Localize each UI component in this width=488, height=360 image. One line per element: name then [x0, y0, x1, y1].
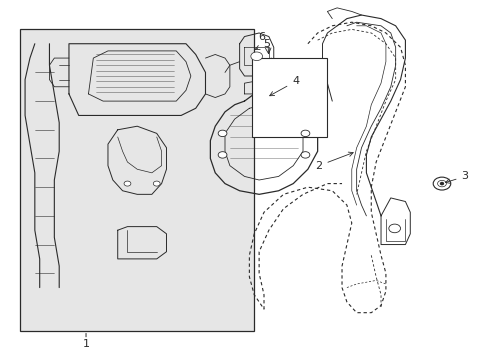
Circle shape — [124, 181, 131, 186]
Text: 1: 1 — [82, 339, 89, 349]
Text: 4: 4 — [269, 76, 299, 96]
Circle shape — [437, 180, 446, 187]
Circle shape — [250, 52, 262, 60]
Circle shape — [218, 152, 226, 158]
Text: 2: 2 — [315, 152, 352, 171]
Bar — [20, 30, 254, 330]
Circle shape — [301, 130, 309, 136]
Circle shape — [218, 130, 226, 136]
Text: 3: 3 — [445, 171, 468, 183]
Circle shape — [388, 224, 400, 233]
Circle shape — [153, 181, 160, 186]
Circle shape — [440, 183, 443, 185]
Text: 5: 5 — [255, 40, 269, 50]
Bar — [251, 58, 327, 137]
Circle shape — [301, 152, 309, 158]
Text: 6: 6 — [258, 32, 264, 41]
Circle shape — [432, 177, 450, 190]
